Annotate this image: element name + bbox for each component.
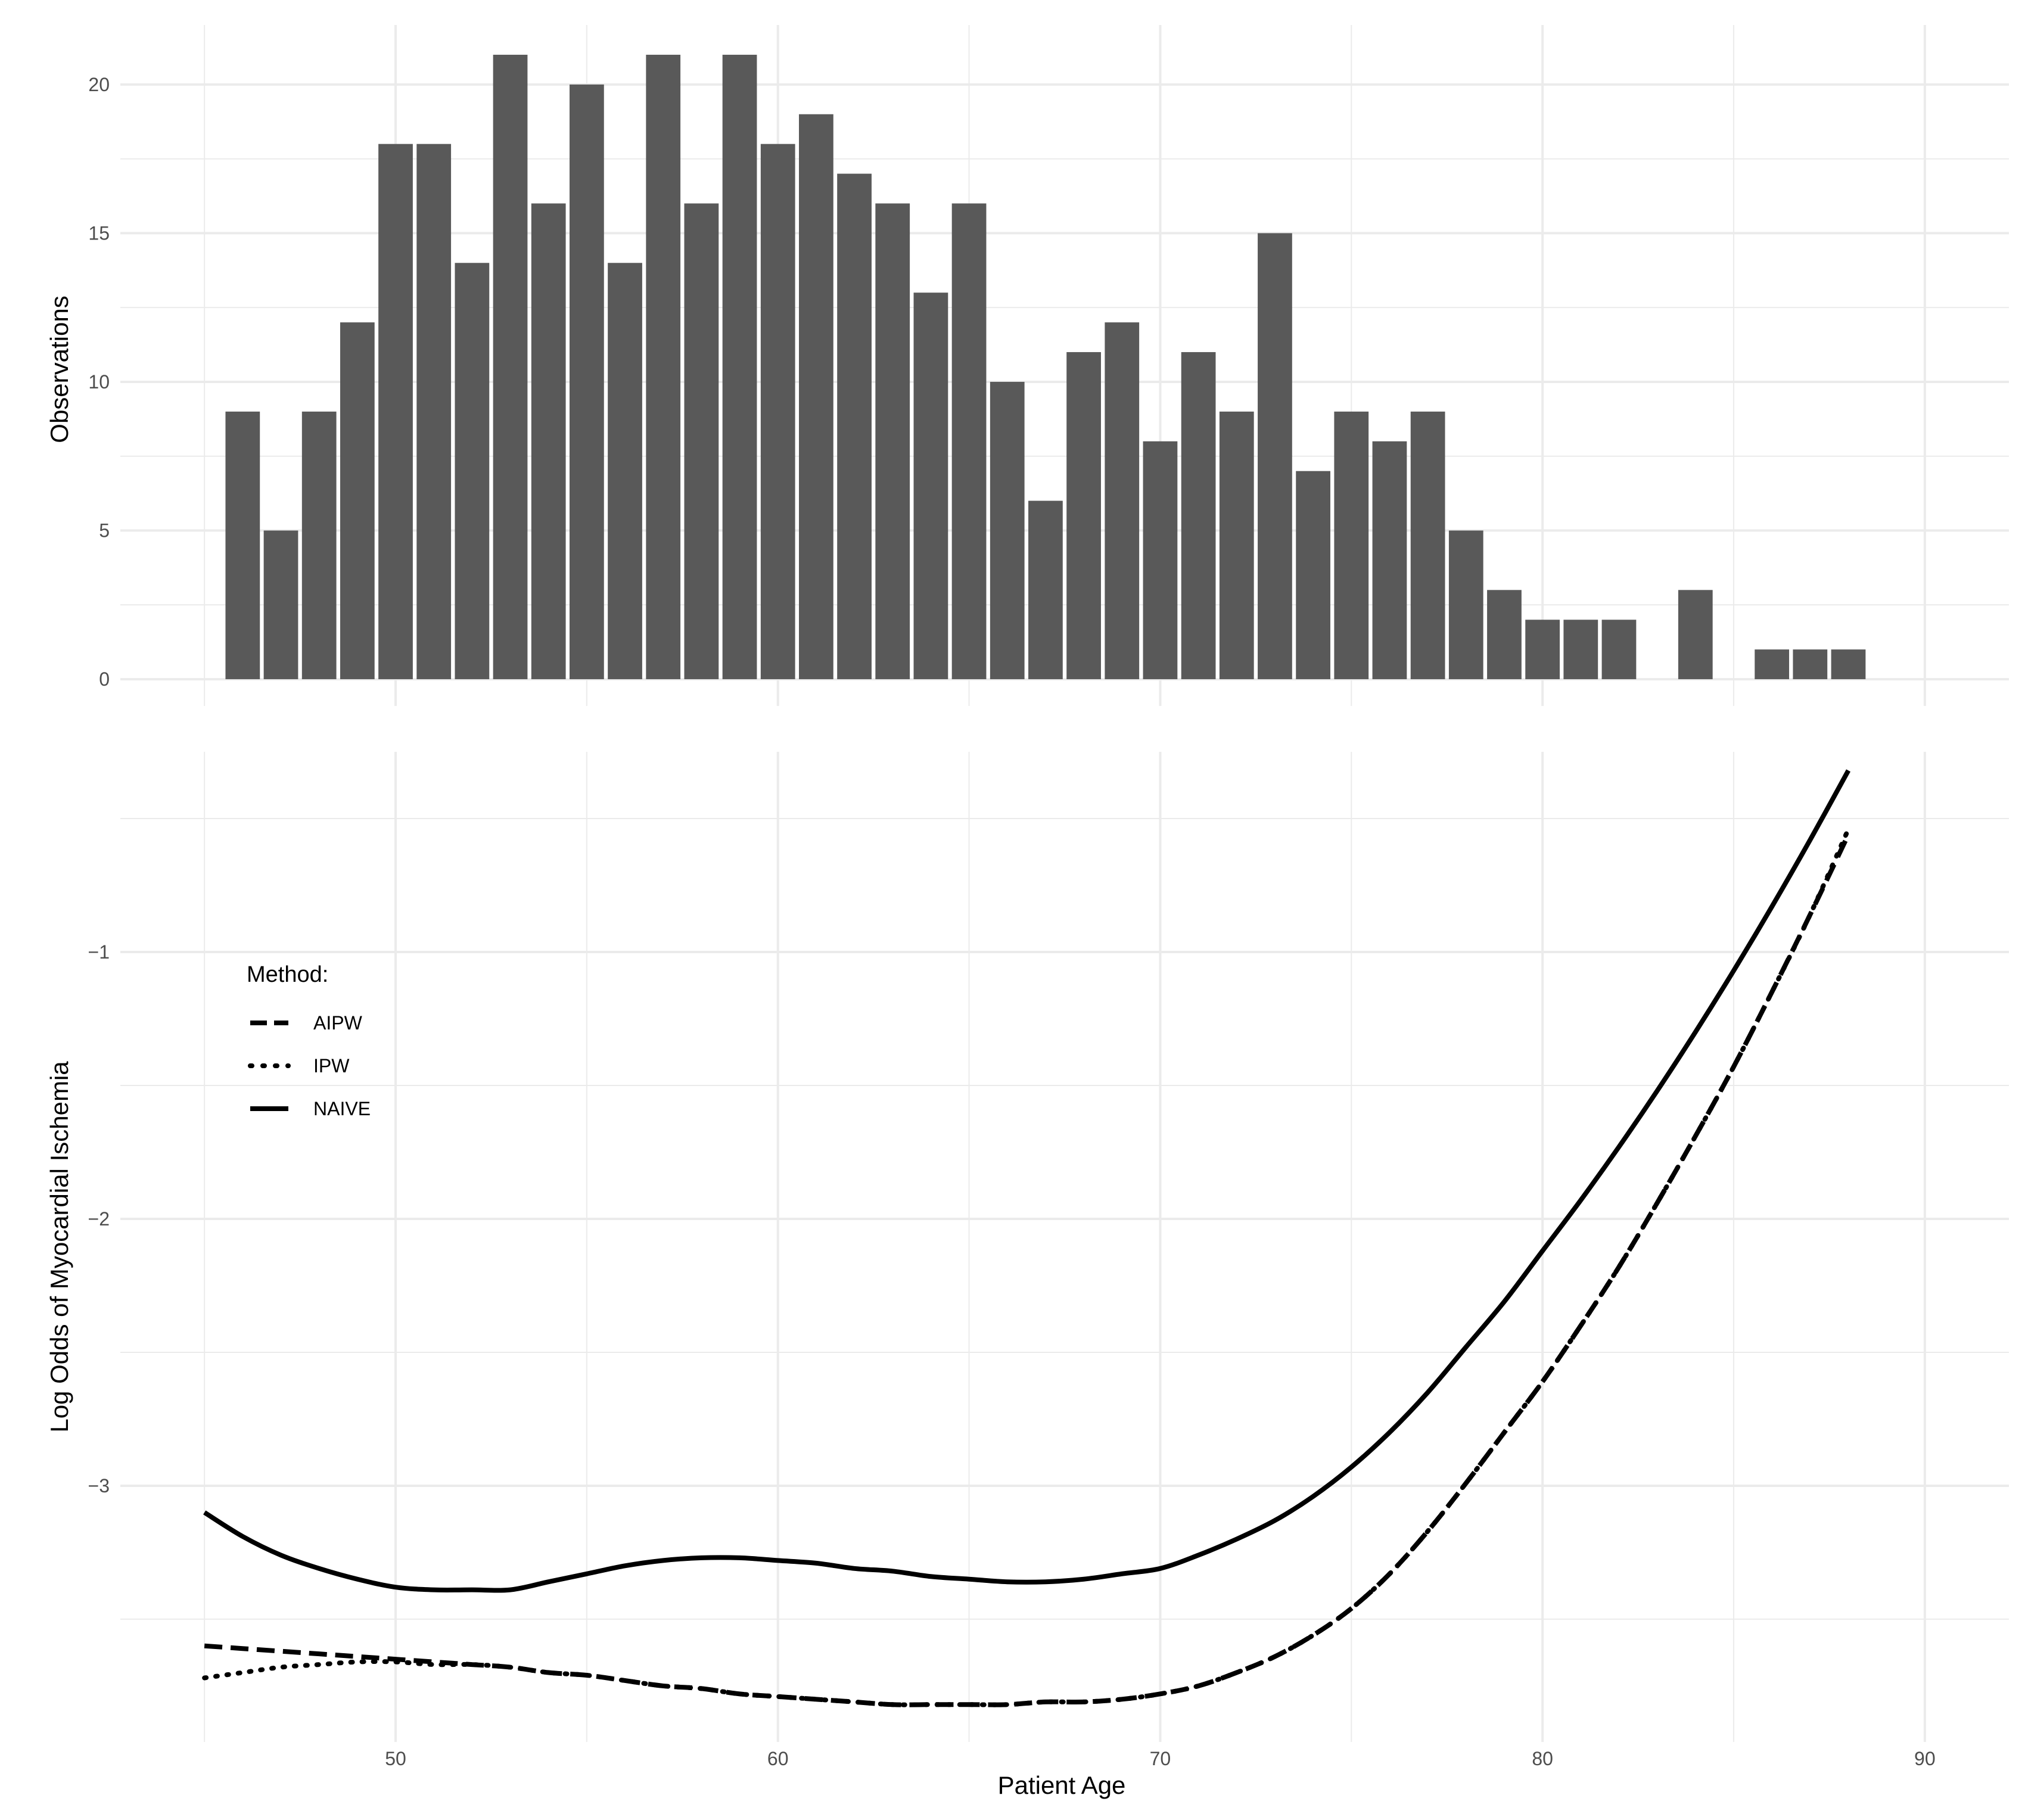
line-y-tick-label: −2	[88, 1208, 110, 1230]
histogram-bar	[1028, 500, 1063, 680]
histogram-bar	[608, 263, 642, 680]
histogram-y-tick-label: 5	[99, 520, 110, 542]
histogram-panel: 0 5 10 15 20 Observations	[45, 25, 2009, 706]
histogram-bar	[1831, 649, 1866, 680]
histogram-y-tick-label: 20	[88, 74, 110, 95]
histogram-bar	[1678, 590, 1713, 680]
line-y-axis-title: Log Odds of Myocardial Ischemia	[45, 1061, 73, 1433]
histogram-bar	[684, 203, 719, 680]
line-y-tick-label: −3	[88, 1475, 110, 1497]
histogram-bar	[1105, 322, 1140, 680]
legend-title: Method:	[247, 962, 328, 987]
histogram-bar	[837, 173, 872, 680]
histogram-y-axis-title: Observations	[45, 295, 73, 443]
histogram-bar	[1372, 441, 1407, 680]
histogram-bar	[340, 322, 375, 680]
histogram-bar	[263, 530, 298, 680]
x-axis-title: Patient Age	[998, 1771, 1126, 1799]
histogram-bar	[1219, 411, 1254, 680]
histogram-bar	[1334, 411, 1369, 680]
x-tick-label: 50	[385, 1748, 406, 1769]
histogram-bar	[301, 411, 337, 680]
x-tick-label: 80	[1532, 1748, 1553, 1769]
histogram-bar	[1563, 620, 1598, 680]
line-y-tick-labels: −1 −2 −3	[88, 941, 110, 1497]
histogram-bar	[455, 263, 490, 680]
line-gridlines	[120, 752, 2009, 1742]
series-line-ipw	[202, 826, 1851, 1707]
histogram-bar	[493, 54, 528, 680]
histogram-bar	[1793, 649, 1828, 680]
histogram-y-tick-labels: 0 5 10 15 20	[88, 74, 110, 690]
histogram-bar	[1410, 411, 1445, 680]
histogram-bar	[1143, 441, 1178, 680]
histogram-bar	[1181, 352, 1216, 680]
histogram-y-tick-label: 15	[88, 222, 110, 244]
histogram-bar	[225, 411, 260, 680]
histogram-bar	[913, 293, 948, 680]
histogram-bar	[646, 54, 681, 680]
line-y-tick-label: −1	[88, 941, 110, 963]
x-tick-label: 90	[1914, 1748, 1936, 1769]
histogram-bar	[1448, 530, 1483, 680]
histogram-bar	[799, 114, 833, 680]
histogram-y-tick-label: 10	[88, 371, 110, 393]
histogram-bar	[722, 54, 757, 680]
line-series-group	[202, 769, 1851, 1707]
legend-label-ipw: IPW	[313, 1055, 350, 1077]
x-tick-label: 60	[767, 1748, 789, 1769]
histogram-bar	[951, 203, 987, 680]
histogram-bar	[1258, 233, 1292, 680]
legend-items: AIPW IPW NAIVE	[248, 1012, 371, 1119]
legend-label-aipw: AIPW	[313, 1012, 363, 1034]
x-tick-labels: 50 60 70 80 90	[385, 1748, 1935, 1769]
histogram-y-tick-label: 0	[99, 668, 110, 690]
histogram-bar	[760, 144, 795, 680]
histogram-bar	[378, 144, 413, 680]
histogram-bar	[875, 203, 910, 680]
histogram-bar	[1525, 620, 1560, 680]
series-line-naive	[203, 769, 1850, 1593]
histogram-bar	[531, 203, 566, 680]
histogram-bars	[225, 54, 1866, 680]
x-tick-label: 70	[1150, 1748, 1171, 1769]
line-panel: −1 −2 −3 50 60 70 80 90 Log Odds of Myocardial…	[45, 752, 2009, 1799]
histogram-bar	[1066, 352, 1101, 680]
histogram-bar	[1601, 620, 1637, 680]
legend-label-naive: NAIVE	[313, 1098, 371, 1119]
histogram-bar	[416, 144, 452, 680]
histogram-bar	[569, 84, 604, 680]
histogram-bar	[1755, 649, 1790, 680]
histogram-bar	[1296, 471, 1330, 680]
histogram-bar	[990, 381, 1025, 680]
legend: Method: AIPW IPW NAIVE	[247, 962, 371, 1119]
histogram-bar	[1487, 590, 1522, 680]
